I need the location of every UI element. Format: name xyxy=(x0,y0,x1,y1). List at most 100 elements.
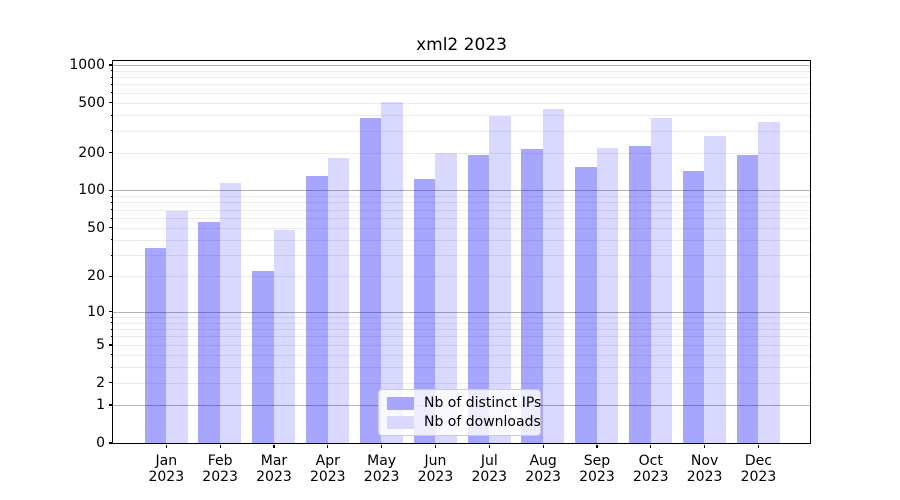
gridline-minor xyxy=(112,102,810,104)
bar-distinct-ips-may xyxy=(359,117,382,443)
y-tick xyxy=(109,442,113,444)
gridline-minor xyxy=(112,336,810,338)
gridline-minor xyxy=(112,354,810,356)
gridline-minor xyxy=(112,227,810,229)
y-tick-label: 1 xyxy=(96,397,105,414)
y-minor-tick xyxy=(110,76,113,78)
x-tick xyxy=(757,444,760,449)
y-tick-label: 20 xyxy=(87,268,105,285)
y-minor-tick xyxy=(110,202,113,204)
x-tick xyxy=(488,444,490,449)
y-minor-tick xyxy=(110,382,113,384)
gridline-minor xyxy=(112,239,810,241)
bar-distinct-ips-jul xyxy=(467,155,490,443)
y-minor-tick xyxy=(110,316,113,318)
y-minor-tick xyxy=(110,227,113,229)
bar-distinct-ips-aug xyxy=(521,148,543,443)
legend-label-distinct-ips: Nb of distinct IPs xyxy=(424,395,542,411)
x-tick xyxy=(596,444,598,449)
bar-downloads-mar xyxy=(273,229,296,443)
x-tick xyxy=(219,444,221,449)
x-tick-label: May 2023 xyxy=(363,452,400,486)
x-tick-label: Jan 2023 xyxy=(148,452,185,486)
bar-distinct-ips-apr xyxy=(306,176,328,443)
y-minor-tick xyxy=(110,152,113,154)
y-minor-tick xyxy=(110,239,113,241)
x-tick-label: Mar 2023 xyxy=(256,452,292,486)
legend-label-downloads: Nb of downloads xyxy=(424,414,541,430)
gridline-minor xyxy=(112,195,810,197)
y-minor-tick xyxy=(110,275,113,277)
legend-item-downloads: Nb of downloads xyxy=(387,415,541,429)
y-tick-label: 500 xyxy=(78,94,105,111)
x-tick-label: Nov 2023 xyxy=(686,452,723,486)
bar-downloads-oct xyxy=(650,117,673,443)
x-tick xyxy=(273,444,275,449)
x-tick xyxy=(327,444,329,449)
bar-distinct-ips-oct xyxy=(629,146,651,443)
bar-downloads-feb xyxy=(219,182,242,443)
y-minor-tick xyxy=(110,114,113,116)
bar-downloads-aug xyxy=(542,108,565,443)
gridline-minor xyxy=(112,84,810,86)
y-minor-tick xyxy=(110,344,113,346)
x-tick-label: Feb 2023 xyxy=(202,452,238,486)
bar-distinct-ips-mar xyxy=(252,271,274,443)
x-tick-label: Dec 2023 xyxy=(740,452,777,486)
gridline-minor xyxy=(112,382,810,384)
y-tick xyxy=(109,64,113,66)
gridline-minor xyxy=(112,322,810,324)
x-tick-label: Aug 2023 xyxy=(525,452,561,486)
gridline-minor xyxy=(112,344,810,346)
bar-distinct-ips-dec xyxy=(736,155,759,443)
bar-distinct-ips-feb xyxy=(198,221,220,443)
y-tick-label: 2 xyxy=(96,374,105,391)
y-minor-tick xyxy=(110,366,113,368)
y-minor-tick xyxy=(110,328,113,330)
bar-downloads-apr xyxy=(327,157,350,443)
gridline-minor xyxy=(112,202,810,204)
y-tick-label: 200 xyxy=(78,144,105,161)
gridline-minor xyxy=(112,217,810,219)
gridline-minor xyxy=(112,130,810,132)
y-tick xyxy=(109,311,113,313)
y-tick-label: 100 xyxy=(78,182,105,199)
gridline-minor xyxy=(112,366,810,368)
y-minor-tick xyxy=(110,354,113,356)
gridline-minor xyxy=(112,92,810,94)
x-tick xyxy=(381,444,383,449)
bar-distinct-ips-nov xyxy=(682,171,705,443)
y-minor-tick xyxy=(110,70,113,72)
x-tick xyxy=(434,444,437,449)
bar-distinct-ips-sep xyxy=(575,167,597,443)
y-tick-label: 1000 xyxy=(69,57,105,73)
y-minor-tick xyxy=(110,130,113,132)
y-minor-tick xyxy=(110,195,113,197)
gridline-minor xyxy=(112,76,810,78)
x-tick-label: Jul 2023 xyxy=(471,452,508,486)
legend: Nb of distinct IPs Nb of downloads xyxy=(378,389,541,436)
bar-downloads-jun xyxy=(435,152,457,443)
y-minor-tick xyxy=(110,254,113,256)
x-tick-label: Apr 2023 xyxy=(309,452,346,486)
y-minor-tick xyxy=(110,92,113,94)
gridline-minor xyxy=(112,254,810,256)
gridline-minor xyxy=(112,329,810,331)
y-minor-tick xyxy=(110,209,113,211)
bar-downloads-dec xyxy=(758,121,780,443)
gridline-minor xyxy=(112,70,810,72)
legend-swatch-downloads xyxy=(387,415,414,429)
bar-downloads-jul xyxy=(489,116,511,443)
bar-downloads-jan xyxy=(166,211,188,443)
y-tick xyxy=(109,404,113,406)
chart-title: xml2 2023 xyxy=(416,35,507,55)
y-tick-label: 10 xyxy=(87,303,105,320)
bar-downloads-sep xyxy=(596,147,619,443)
x-tick xyxy=(542,444,544,449)
y-minor-tick xyxy=(110,83,113,85)
legend-swatch-distinct-ips xyxy=(387,396,414,410)
gridline-major xyxy=(112,311,810,313)
y-tick-label: 50 xyxy=(87,219,105,236)
gridline-minor xyxy=(112,152,810,154)
